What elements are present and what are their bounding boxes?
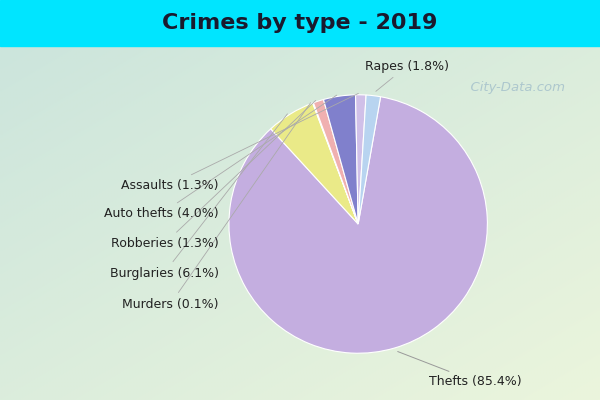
Text: Burglaries (6.1%): Burglaries (6.1%) [110,114,287,280]
Text: Assaults (1.3%): Assaults (1.3%) [121,94,358,192]
Text: Rapes (1.8%): Rapes (1.8%) [365,60,449,91]
Text: Crimes by type - 2019: Crimes by type - 2019 [163,13,437,33]
Wedge shape [313,100,358,224]
Wedge shape [358,95,380,224]
Text: City-Data.com: City-Data.com [462,82,565,94]
Wedge shape [229,97,487,353]
Wedge shape [323,95,358,224]
Bar [0,0,600,46]
Wedge shape [271,103,358,224]
Wedge shape [313,103,358,224]
Text: Robberies (1.3%): Robberies (1.3%) [111,100,316,250]
Wedge shape [356,95,366,224]
Text: Murders (0.1%): Murders (0.1%) [122,103,311,311]
Text: Auto thefts (4.0%): Auto thefts (4.0%) [104,95,337,220]
Text: Thefts (85.4%): Thefts (85.4%) [398,352,522,388]
